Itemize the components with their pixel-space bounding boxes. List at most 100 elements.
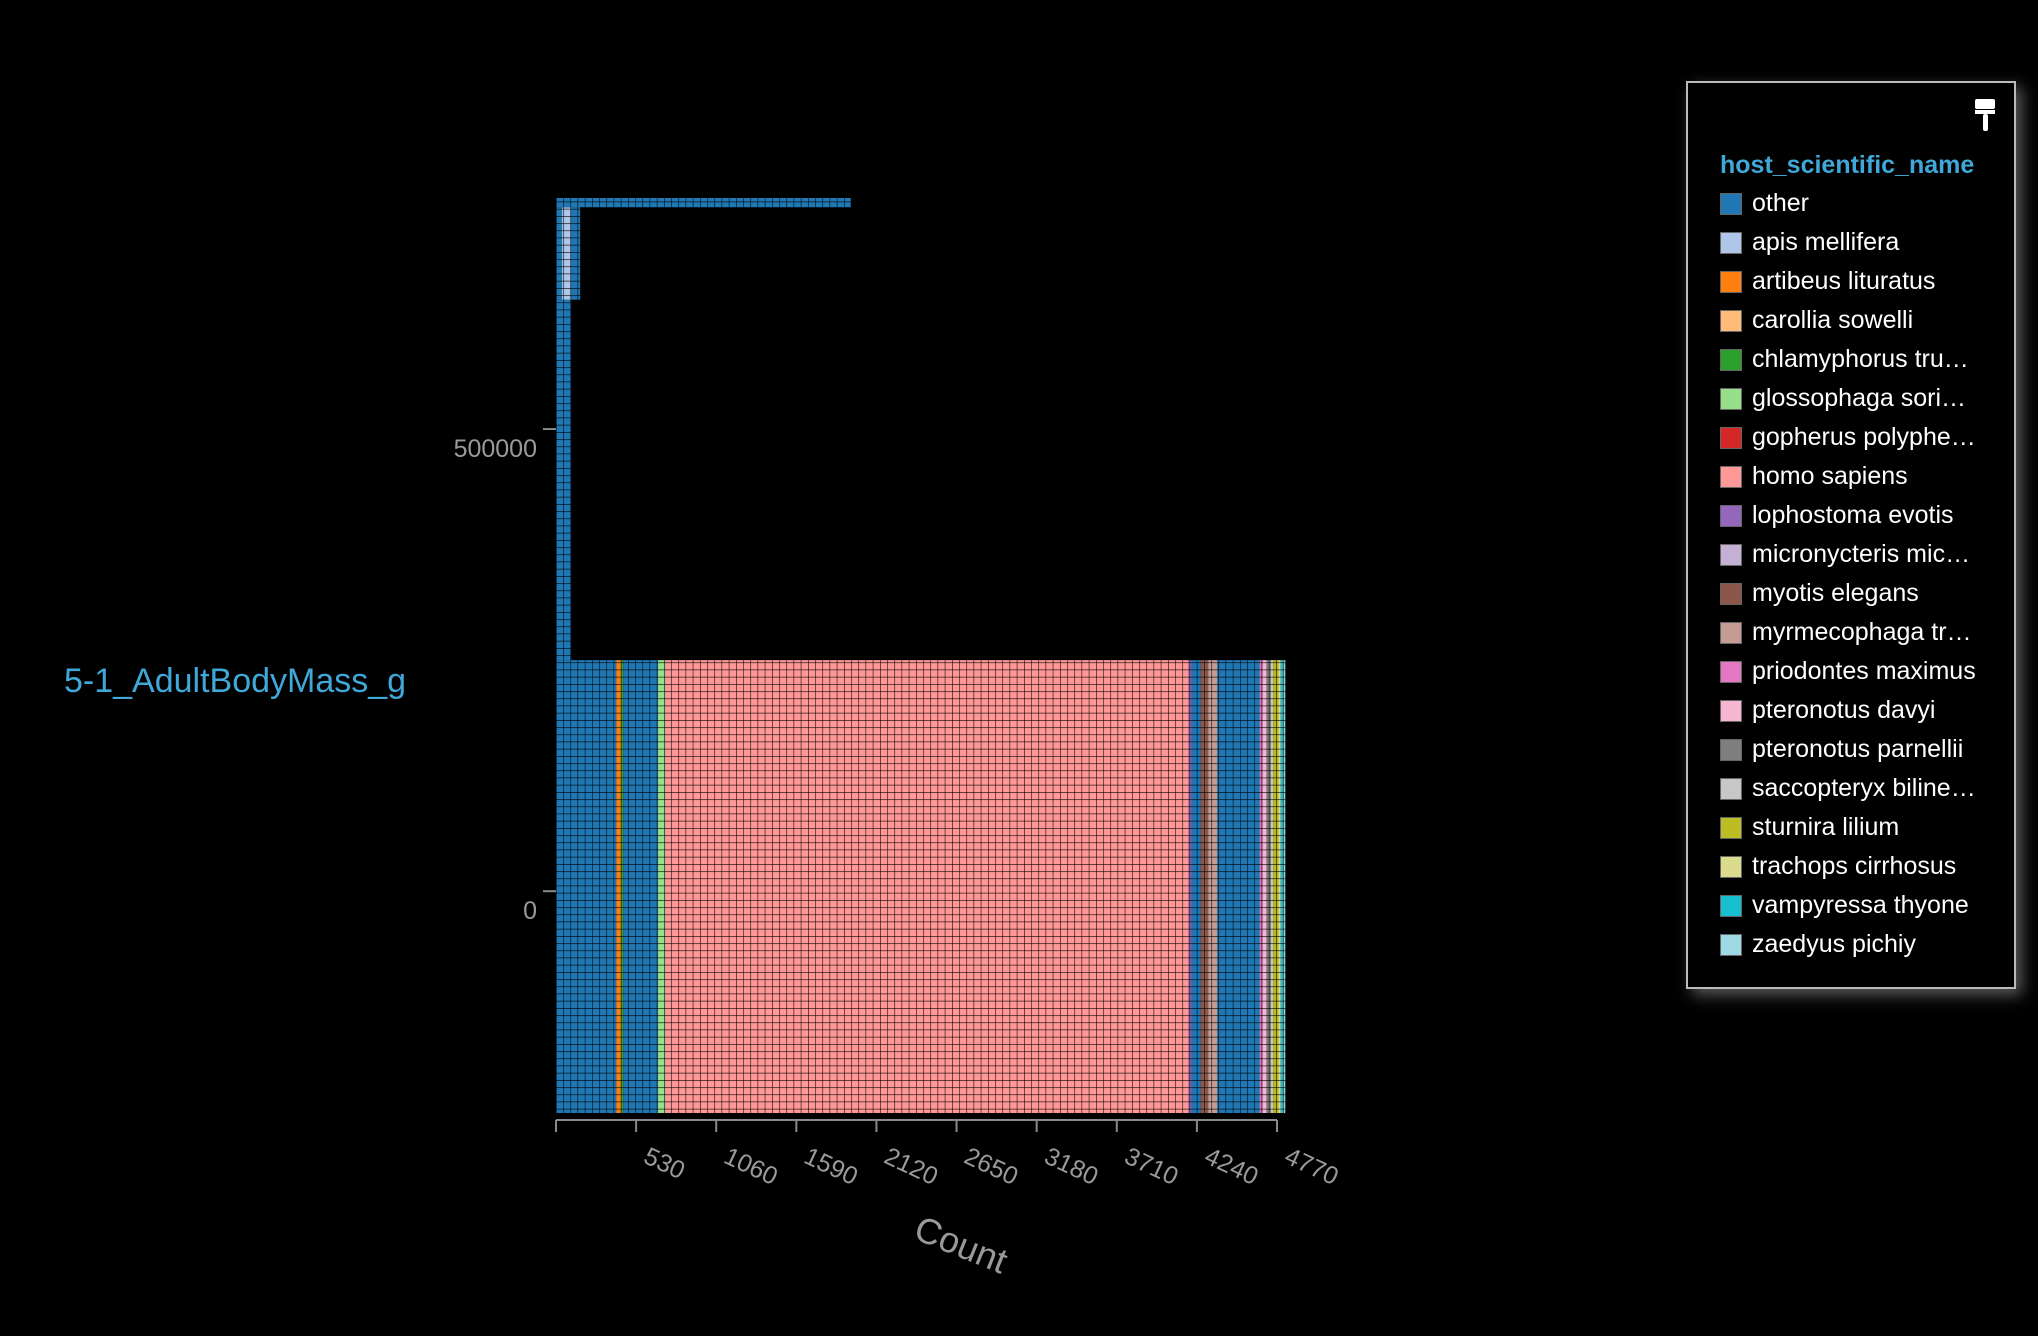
x-axis-label: Count — [909, 1207, 1013, 1281]
legend-swatch — [1720, 270, 1742, 293]
legend-label: pteronotus davyi — [1752, 696, 1936, 724]
legend-label: other — [1752, 189, 1809, 217]
legend-panel: host_scientific_name other apis mellifera… — [1686, 81, 2016, 989]
legend-item[interactable]: lophostoma evotis — [1720, 496, 1976, 535]
legend-swatch — [1720, 855, 1742, 878]
legend-item[interactable]: homo sapiens — [1720, 457, 1976, 496]
x-tick-label: 4770 — [1280, 1142, 1342, 1191]
bar-segment-0-15[interactable] — [1273, 660, 1279, 1113]
legend-swatch — [1720, 738, 1742, 761]
x-tick-label: 2120 — [880, 1142, 942, 1191]
x-tick-label: 4240 — [1200, 1142, 1262, 1191]
legend-label: zaedyus pichiy — [1752, 930, 1916, 958]
legend-label: chlamyphorus tru… — [1752, 345, 1969, 373]
bar-segment-0-12[interactable] — [1262, 660, 1267, 1113]
bar-segment-0-3[interactable] — [623, 660, 659, 1113]
bar-segment-0-18[interactable] — [1283, 660, 1286, 1113]
legend-item[interactable]: other — [1720, 184, 1976, 223]
bar-segment-0-5[interactable] — [665, 660, 1189, 1113]
legend-swatch — [1720, 543, 1742, 566]
legend-item[interactable]: glossophaga sori… — [1720, 379, 1976, 418]
legend-label: micronycteris mic… — [1752, 540, 1971, 568]
legend-label: homo sapiens — [1752, 462, 1908, 490]
x-tick-label: 530 — [640, 1142, 690, 1185]
legend-swatch — [1720, 387, 1742, 410]
legend-label: myrmecophaga tr… — [1752, 618, 1972, 646]
x-tick-label: 1060 — [720, 1142, 782, 1191]
legend-item[interactable]: apis mellifera — [1720, 223, 1976, 262]
legend-label: pteronotus parnellii — [1752, 735, 1964, 763]
legend-item[interactable]: priodontes maximus — [1720, 652, 1976, 691]
legend-item[interactable]: artibeus lituratus — [1720, 262, 1976, 301]
paint-brush-icon[interactable] — [1972, 97, 1998, 133]
legend-item[interactable]: pteronotus parnellii — [1720, 730, 1976, 769]
legend-item[interactable]: micronycteris mic… — [1720, 535, 1976, 574]
legend-item[interactable]: carollia sowelli — [1720, 301, 1976, 340]
bar-segment-0-7[interactable] — [1191, 660, 1201, 1113]
bar-segment-1-0[interactable] — [556, 299, 572, 661]
y-tick-label: 0 — [523, 897, 537, 925]
legend-item[interactable]: myrmecophaga tr… — [1720, 613, 1976, 652]
legend-swatch — [1720, 426, 1742, 449]
x-tick-label: 2650 — [960, 1142, 1022, 1191]
bar-segment-0-9[interactable] — [1208, 660, 1218, 1113]
x-tick-label: 1590 — [800, 1142, 862, 1191]
legend-item[interactable]: chlamyphorus tru… — [1720, 340, 1976, 379]
bar-segment-2-0[interactable] — [556, 207, 563, 300]
x-tick-label: 3710 — [1120, 1142, 1182, 1191]
bar-segment-2-2[interactable] — [571, 207, 581, 300]
legend-item[interactable]: zaedyus pichiy — [1720, 925, 1976, 964]
bar-segment-0-0[interactable] — [556, 660, 617, 1113]
bar-segment-0-16[interactable] — [1278, 660, 1281, 1113]
legend-list: other apis mellifera artibeus lituratus car… — [1720, 184, 1976, 964]
bar-segment-0-14[interactable] — [1270, 660, 1274, 1113]
bar-segment-0-6[interactable] — [1188, 660, 1192, 1113]
legend-item[interactable]: saccopteryx biline… — [1720, 769, 1976, 808]
bar-segment-0-4[interactable] — [658, 660, 666, 1113]
bar-segment-0-1[interactable] — [616, 660, 621, 1113]
legend-swatch — [1720, 699, 1742, 722]
legend-label: artibeus lituratus — [1752, 267, 1936, 295]
legend-swatch — [1720, 621, 1742, 644]
legend-label: apis mellifera — [1752, 228, 1900, 256]
legend-label: saccopteryx biline… — [1752, 774, 1976, 802]
legend-swatch — [1720, 504, 1742, 527]
bar-segment-0-11[interactable] — [1259, 660, 1263, 1113]
legend-item[interactable]: pteronotus davyi — [1720, 691, 1976, 730]
legend-label: trachops cirrhosus — [1752, 852, 1957, 880]
legend-label: gopherus polyphe… — [1752, 423, 1976, 451]
legend-title: host_scientific_name — [1720, 151, 1975, 179]
legend-item[interactable]: gopherus polyphe… — [1720, 418, 1976, 457]
y-axis-label: 5-1_AdultBodyMass_g — [64, 662, 407, 700]
legend-swatch — [1720, 465, 1742, 488]
legend-swatch — [1720, 582, 1742, 605]
legend-label: sturnira lilium — [1752, 813, 1900, 841]
bar-segment-0-2[interactable] — [620, 660, 624, 1113]
legend-item[interactable]: myotis elegans — [1720, 574, 1976, 613]
bar-segment-2-1[interactable] — [562, 207, 572, 300]
legend-swatch — [1720, 231, 1742, 254]
bar-segment-0-10[interactable] — [1217, 660, 1260, 1113]
legend-swatch — [1720, 348, 1742, 371]
bar-segment-0-8[interactable] — [1200, 660, 1209, 1113]
legend-item[interactable]: vampyressa thyone — [1720, 886, 1976, 925]
legend-item[interactable]: sturnira lilium — [1720, 808, 1976, 847]
legend-label: glossophaga sori… — [1752, 384, 1967, 412]
legend-label: priodontes maximus — [1752, 657, 1976, 685]
legend-item[interactable]: trachops cirrhosus — [1720, 847, 1976, 886]
legend-label: vampyressa thyone — [1752, 891, 1969, 919]
y-tick-label: 500000 — [454, 435, 537, 463]
bar-segment-0-17[interactable] — [1280, 660, 1284, 1113]
legend-label: carollia sowelli — [1752, 306, 1914, 334]
bar-segment-3-0[interactable] — [556, 198, 851, 208]
bar-segment-0-13[interactable] — [1266, 660, 1271, 1113]
legend-swatch — [1720, 894, 1742, 917]
bar-group — [556, 198, 1286, 1113]
x-tick-label: 3180 — [1040, 1142, 1102, 1191]
legend-label: myotis elegans — [1752, 579, 1919, 607]
legend-swatch — [1720, 660, 1742, 683]
legend-swatch — [1720, 192, 1742, 215]
legend-label: lophostoma evotis — [1752, 501, 1954, 529]
legend-swatch — [1720, 933, 1742, 956]
legend-swatch — [1720, 777, 1742, 800]
